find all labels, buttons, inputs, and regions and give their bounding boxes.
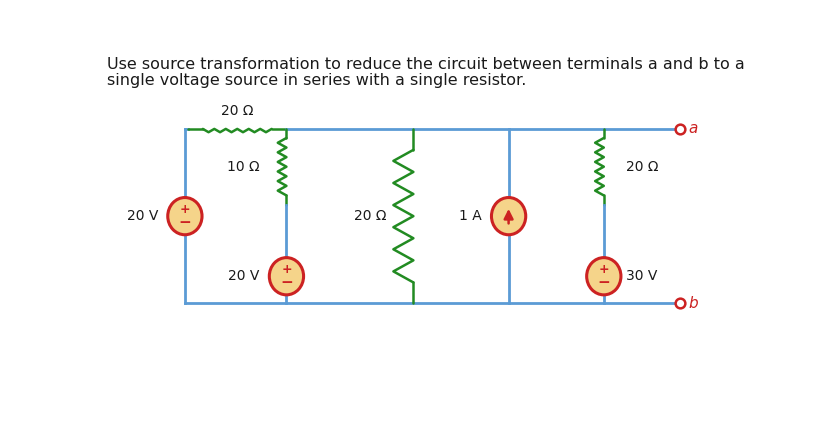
Text: +: + [281,263,292,276]
Text: 20 V: 20 V [127,209,158,223]
Text: −: − [179,215,192,230]
Text: 20 V: 20 V [229,269,260,283]
Text: −: − [597,275,610,290]
Text: 30 V: 30 V [626,269,658,283]
Text: b: b [689,296,699,311]
Text: a: a [689,122,699,137]
Ellipse shape [168,198,202,235]
Ellipse shape [269,258,304,295]
Text: 1 A: 1 A [459,209,482,223]
Ellipse shape [586,258,621,295]
Text: 20 Ω: 20 Ω [355,209,387,223]
Text: single voltage source in series with a single resistor.: single voltage source in series with a s… [107,73,527,88]
Ellipse shape [491,198,526,235]
Text: 10 Ω: 10 Ω [227,160,260,174]
Text: +: + [599,263,609,276]
Text: Use source transformation to reduce the circuit between terminals a and b to a: Use source transformation to reduce the … [107,57,745,72]
Text: 20 Ω: 20 Ω [626,160,658,174]
Text: 20 Ω: 20 Ω [221,104,254,118]
Text: −: − [280,275,293,290]
Text: +: + [179,203,190,216]
